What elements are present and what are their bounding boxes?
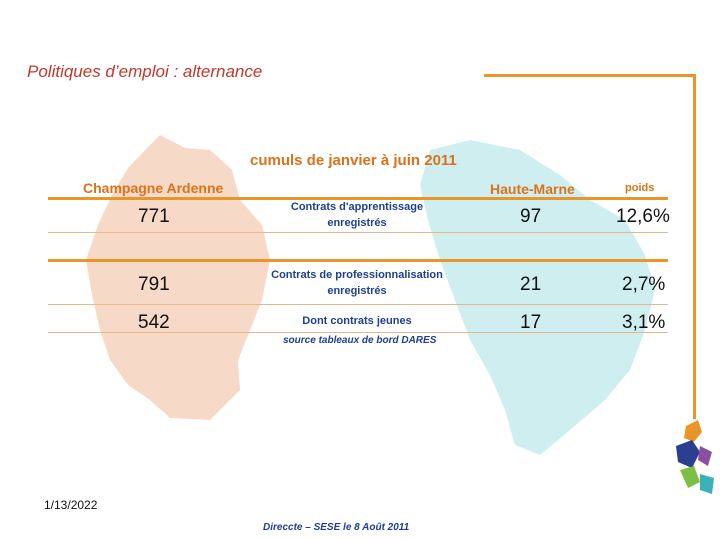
dept-value: 21: [520, 274, 542, 295]
accent-line-top: [484, 74, 696, 77]
table-rule-1: [48, 232, 668, 233]
table-rule-bottom: [48, 332, 668, 333]
region-value: 791: [138, 274, 170, 295]
table-subtitle: cumuls de janvier à juin 2011: [250, 152, 457, 169]
header-weight: poids: [625, 182, 655, 194]
logo-blue-piece: [676, 440, 700, 468]
weight-value: 2,7%: [622, 274, 666, 295]
weight-value: 12,6%: [616, 206, 670, 227]
row-label-line2: enregistrés: [327, 217, 387, 229]
dept-value: 97: [520, 206, 542, 227]
regional-logo: [676, 420, 714, 494]
slide-date: 1/13/2022: [44, 498, 98, 512]
table-rule-3: [48, 304, 668, 305]
table-rule-2: [48, 259, 668, 262]
champagne-ardenne-map: [86, 135, 270, 420]
accent-line-right: [693, 74, 696, 419]
header-region: Champagne Ardenne: [83, 180, 224, 196]
region-value: 542: [138, 312, 170, 333]
haute-marne-map: [420, 140, 655, 455]
logo-orange-piece: [684, 420, 702, 442]
row-label-line1: Contrats d'apprentissage: [290, 201, 424, 213]
weight-value: 3,1%: [622, 312, 666, 333]
row-label-line1: Contrats de professionnalisation: [271, 269, 443, 281]
row-label-line2: enregistrés: [327, 285, 387, 297]
source-note: source tableaux de bord DARES: [283, 335, 437, 346]
logo-purple-piece: [698, 446, 712, 466]
row-label-line1: Dont contrats jeunes: [302, 315, 412, 327]
slide-title: Politiques d’emploi : alternance: [27, 62, 263, 81]
region-value: 771: [138, 206, 170, 227]
logo-green-piece: [680, 466, 700, 488]
slide-footer: Direccte – SESE le 8 Août 2011: [263, 522, 410, 533]
logo-teal-piece: [700, 474, 714, 494]
header-dept: Haute-Marne: [490, 181, 575, 197]
dept-value: 17: [520, 312, 542, 333]
table-rule-top: [48, 197, 668, 200]
